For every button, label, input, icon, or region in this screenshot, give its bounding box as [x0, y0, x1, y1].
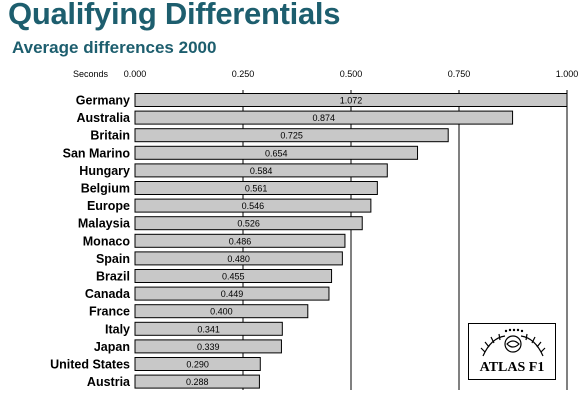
bar-value-label: 0.546 [242, 201, 265, 211]
bar-value-label: 0.725 [280, 131, 303, 141]
category-label: Italy [105, 322, 130, 336]
bar [134, 110, 514, 125]
bar [134, 269, 333, 283]
atlas-f1-logo: ATLAS F1 [468, 323, 556, 380]
bar [134, 357, 261, 371]
bar [134, 304, 309, 319]
bar-value-label: 0.874 [313, 113, 336, 123]
labels: Seconds 0.000 0.250 0.500 0.750 1.000 1.072 Ger… [50, 69, 578, 389]
x-tick-label: 0.250 [232, 69, 255, 79]
bar-value-label: 0.288 [186, 377, 209, 387]
category-label: Brazil [96, 270, 130, 284]
bar-value-label: 0.400 [210, 307, 233, 317]
bar-value-label: 0.486 [229, 236, 252, 246]
bar-value-label: 0.480 [227, 254, 250, 264]
bar [134, 128, 449, 143]
category-label: Germany [76, 94, 130, 108]
category-label: Monaco [83, 234, 131, 248]
category-label: Austria [87, 375, 131, 389]
bar [134, 198, 372, 213]
category-label: United States [50, 358, 130, 372]
x-tick-label: 0.500 [340, 69, 363, 79]
bar-value-label: 0.341 [197, 324, 220, 334]
x-tick-label: 1.000 [556, 69, 579, 79]
category-label: Malaysia [78, 217, 131, 231]
bar [134, 216, 363, 231]
logo-text: ATLAS F1 [479, 360, 545, 375]
bar-value-label: 0.449 [221, 289, 244, 299]
category-label: Europe [87, 199, 130, 213]
bar [134, 251, 343, 266]
bar [134, 339, 282, 354]
bar-value-label: 0.290 [186, 360, 209, 370]
bar [134, 233, 346, 248]
bar-value-label: 0.526 [237, 219, 260, 229]
laurel-crest-icon [480, 328, 546, 357]
bar-value-label: 0.654 [265, 148, 288, 158]
bar [134, 321, 283, 336]
bar-value-label: 0.339 [197, 342, 220, 352]
category-label: San Marino [63, 146, 131, 160]
category-label: France [89, 305, 130, 319]
bar-value-label: 0.561 [245, 184, 268, 194]
bar-value-label: 1.072 [340, 96, 363, 106]
bar [134, 145, 419, 160]
bar [134, 181, 378, 195]
chart-subtitle: Average differences 2000 [12, 38, 217, 57]
category-label: Australia [77, 111, 132, 125]
x-tick-label: 0.000 [124, 69, 147, 79]
bars [134, 93, 568, 389]
category-label: Japan [94, 340, 130, 354]
bar-value-label: 0.455 [222, 272, 245, 282]
category-label: Canada [85, 287, 131, 301]
category-label: Hungary [79, 164, 130, 178]
category-label: Belgium [81, 182, 130, 196]
bar-value-label: 0.584 [250, 166, 273, 176]
category-label: Britain [90, 129, 130, 143]
bar [134, 374, 260, 389]
bar [134, 93, 568, 107]
category-label: Spain [96, 252, 130, 266]
chart-title: Qualifying Differentials [8, 0, 341, 31]
bar [134, 286, 330, 301]
bar [134, 163, 388, 178]
x-axis-label: Seconds [73, 69, 109, 79]
x-tick-label: 0.750 [448, 69, 471, 79]
